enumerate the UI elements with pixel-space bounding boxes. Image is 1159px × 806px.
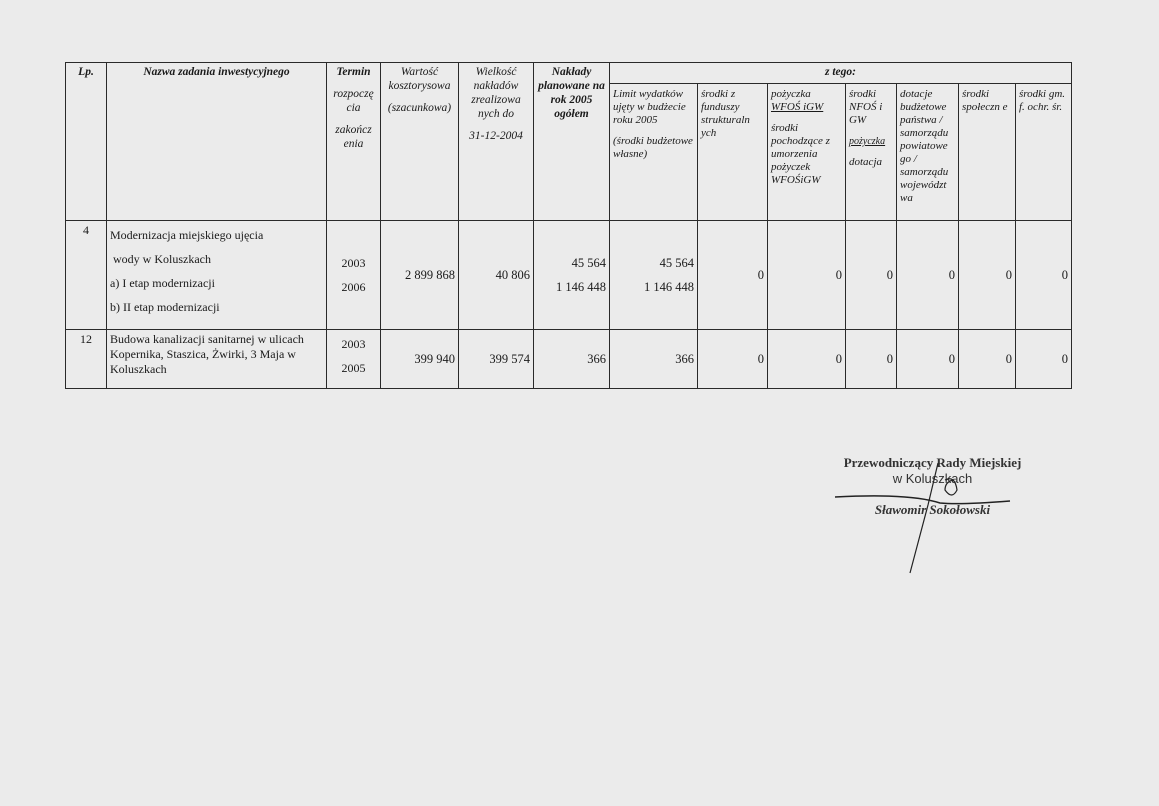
header-z-tego: z tego: xyxy=(608,62,1073,84)
header-dotacje: dotacje budżetowe państwa / samorządu po… xyxy=(896,83,959,221)
name-line: wody w Koluszkach xyxy=(110,252,211,266)
header-wfos: pożyczka WFOŚ iGW środki pochodzące z um… xyxy=(767,83,846,221)
header-structural: środki z funduszy strukturaln ych xyxy=(697,83,768,221)
limit-label: Limit wydatków ujęty w budżecie roku 200… xyxy=(613,88,686,126)
row-realized: 40 806 xyxy=(458,220,534,330)
row-value: 2 899 868 xyxy=(380,220,459,330)
row-name: Modernizacja miejskiego ujęcia wody w Ko… xyxy=(106,220,327,330)
row-dotacje: 0 xyxy=(896,329,959,389)
row-value: 399 940 xyxy=(380,329,459,389)
row-limit: 366 xyxy=(609,329,698,389)
row-realized: 399 574 xyxy=(458,329,534,389)
header-planned: Nakłady planowane na rok 2005 ogółem xyxy=(533,62,610,221)
name-line: a) I etap modernizacji xyxy=(110,276,215,290)
limit-b: 1 146 448 xyxy=(644,280,694,294)
term-label: Termin xyxy=(336,66,371,78)
term-end: zakończ enia xyxy=(335,124,372,150)
row-spoleczne: 0 xyxy=(958,329,1016,389)
row-structural: 0 xyxy=(697,329,768,389)
handwritten-signature xyxy=(834,462,1011,574)
row-gm: 0 xyxy=(1014,220,1073,330)
nfos-loan: pożyczka xyxy=(849,136,886,147)
header-limit: Limit wydatków ujęty w budżecie roku 200… xyxy=(609,83,698,221)
header-nfos: środki NFOŚ i GW pożyczka dotacja xyxy=(845,83,897,221)
name-line: b) II etap modernizacji xyxy=(110,300,220,314)
term-start: 2003 xyxy=(341,256,366,270)
row-wfos: 0 xyxy=(767,329,846,389)
row-limit: 45 564 1 146 448 xyxy=(609,220,698,330)
term-start: 2003 xyxy=(341,337,366,351)
table-row: 12 Budowa kanalizacji sanitarnej w ulica… xyxy=(65,329,1073,389)
table-row: 4 Modernizacja miejskiego ujęcia wody w … xyxy=(65,220,1073,330)
header-gm: środki gm. f. ochr. śr. xyxy=(1014,83,1073,221)
limit-note: (środki budżetowe własne) xyxy=(613,135,693,160)
limit-a: 45 564 xyxy=(659,256,694,270)
header-spoleczne: środki społeczn e xyxy=(958,83,1016,221)
row-nfos: 0 xyxy=(845,329,897,389)
row-spoleczne: 0 xyxy=(958,220,1016,330)
signature-name: Sławomir Sokołowski xyxy=(874,502,991,517)
signature-title: Przewodniczący Rady Miejskiej xyxy=(843,455,1022,470)
header-term: Termin rozpoczę cia zakończ enia xyxy=(326,62,381,221)
header-realized: Wielkość nakładów zrealizowa nych do 31-… xyxy=(458,62,534,221)
header-name: Nazwa zadania inwestycyjnego xyxy=(106,62,327,221)
term-end: 2006 xyxy=(341,280,366,294)
row-lp: 4 xyxy=(65,220,107,330)
header-value: Wartość kosztorysowa (szacunkowa) xyxy=(380,62,459,221)
realized-label: Wielkość nakładów zrealizowa nych do xyxy=(471,66,521,120)
row-term: 2003 2005 xyxy=(326,329,381,389)
row-structural: 0 xyxy=(697,220,768,330)
row-nfos: 0 xyxy=(845,220,897,330)
investment-table: Lp. Nazwa zadania inwestycyjnego Termin … xyxy=(65,62,1073,389)
planned-a: 45 564 xyxy=(571,256,606,270)
value-label: Wartość kosztorysowa xyxy=(388,66,451,92)
term-start: rozpoczę cia xyxy=(333,88,374,114)
wfos-loan: pożyczka xyxy=(771,88,811,100)
nfos-grant: dotacja xyxy=(849,156,882,168)
row-planned: 366 xyxy=(533,329,610,389)
value-note: (szacunkowa) xyxy=(387,102,452,114)
row-lp: 12 xyxy=(65,329,107,389)
term-end: 2005 xyxy=(341,361,366,375)
row-gm: 0 xyxy=(1014,329,1073,389)
row-name: Budowa kanalizacji sanitarnej w ulicach … xyxy=(106,329,327,389)
row-planned: 45 564 1 146 448 xyxy=(533,220,610,330)
planned-b: 1 146 448 xyxy=(556,280,606,294)
row-wfos: 0 xyxy=(767,220,846,330)
signature-block: Przewodniczący Rady Miejskiej w Koluszka… xyxy=(820,455,1045,574)
row-dotacje: 0 xyxy=(896,220,959,330)
name-line: Modernizacja miejskiego ujęcia xyxy=(110,228,264,242)
signature-place: w Koluszkach xyxy=(892,471,973,486)
realized-date: 31-12-2004 xyxy=(469,130,523,142)
row-term: 2003 2006 xyxy=(326,220,381,330)
nfos-label: środki NFOŚ i GW xyxy=(849,88,883,126)
header-lp: Lp. xyxy=(65,62,107,221)
wfos-name: WFOŚ iGW xyxy=(771,101,824,113)
wfos-note: środki pochodzące z umorzenia pożyczek W… xyxy=(771,122,830,186)
